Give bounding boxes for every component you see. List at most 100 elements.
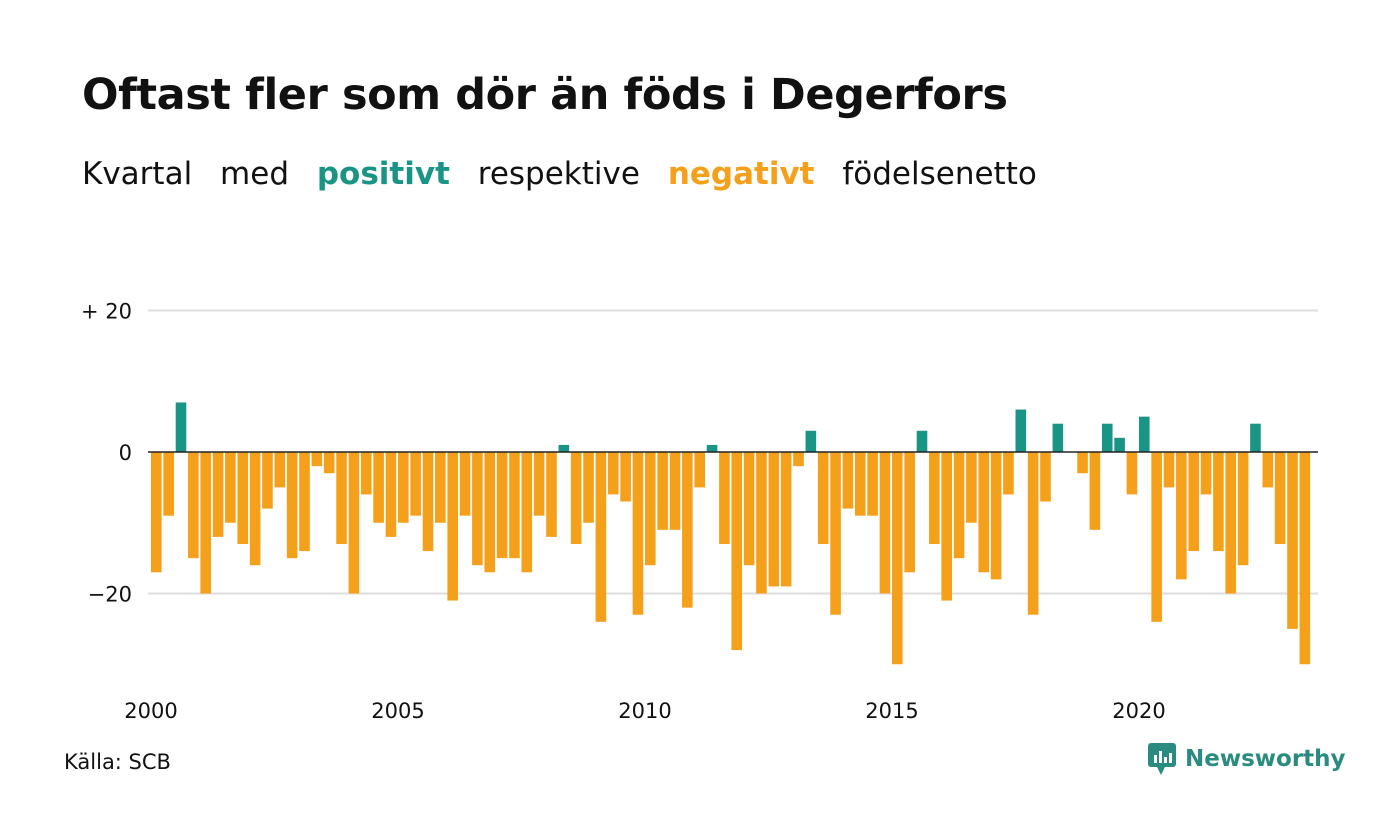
bar-2003-q2 bbox=[311, 452, 323, 467]
bar-2021-q2 bbox=[1200, 452, 1212, 495]
bar-2015-q4 bbox=[929, 452, 940, 544]
bar-2010-q3 bbox=[669, 452, 681, 530]
bar-2004-q3 bbox=[373, 452, 384, 523]
bar-2001-q4 bbox=[237, 452, 249, 544]
bar-2022-q1 bbox=[1237, 452, 1249, 566]
bar-2018-q4 bbox=[1077, 452, 1088, 474]
bar-2011-q2 bbox=[706, 444, 718, 453]
bar-2006-q2 bbox=[459, 452, 471, 516]
bar-2004-q2 bbox=[360, 452, 372, 495]
bar-2003-q1 bbox=[299, 452, 310, 552]
bar-2001-q2 bbox=[212, 452, 224, 537]
bar-2014-q2 bbox=[854, 452, 866, 516]
bar-2018-q1 bbox=[1040, 452, 1051, 502]
bar-2019-q1 bbox=[1089, 452, 1101, 530]
bar-2020-q2 bbox=[1151, 452, 1162, 622]
bar-2000-q4 bbox=[188, 452, 199, 559]
brand-logo: Newsworthy bbox=[1147, 742, 1346, 776]
bar-2013-q1 bbox=[793, 452, 804, 467]
x-tick-label: 2020 bbox=[1112, 699, 1165, 723]
bar-2017-q4 bbox=[1027, 452, 1039, 615]
subtitle-word-respektive: respektive bbox=[477, 156, 640, 192]
bar-2002-q4 bbox=[286, 452, 298, 559]
x-tick-label: 2000 bbox=[124, 699, 177, 723]
bar-2017-q1 bbox=[990, 452, 1002, 580]
bar-2008-q2 bbox=[558, 444, 570, 453]
bar-2009-q2 bbox=[607, 452, 619, 495]
bar-2007-q4 bbox=[533, 452, 545, 516]
bar-2019-q4 bbox=[1126, 452, 1138, 495]
bar-2000-q1 bbox=[151, 452, 162, 573]
bar-2013-q4 bbox=[830, 452, 841, 615]
chart-title: Oftast fler som dör än föds i Degerfors bbox=[82, 70, 1008, 120]
bar-2012-q3 bbox=[768, 452, 780, 587]
bar-2019-q3 bbox=[1114, 437, 1125, 452]
bar-2015-q1 bbox=[892, 452, 903, 665]
subtitle-word-med: med bbox=[220, 156, 289, 192]
bar-2003-q4 bbox=[336, 452, 347, 544]
bar-2012-q1 bbox=[743, 452, 755, 566]
bar-2001-q1 bbox=[200, 452, 211, 594]
bar-2022-q2 bbox=[1250, 423, 1261, 452]
source-note: Källa: SCB bbox=[64, 750, 171, 774]
bar-2008-q4 bbox=[583, 452, 594, 523]
bar-2022-q4 bbox=[1274, 452, 1286, 544]
bar-2000-q2 bbox=[163, 452, 174, 516]
bar-2009-q3 bbox=[620, 452, 631, 502]
bar-2017-q3 bbox=[1015, 409, 1027, 452]
bar-2005-q2 bbox=[410, 452, 421, 516]
subtitle-word-kvartal: Kvartal bbox=[82, 156, 193, 192]
bar-2006-q1 bbox=[447, 452, 458, 601]
bar-2012-q4 bbox=[780, 452, 792, 587]
bar-2002-q1 bbox=[249, 452, 261, 566]
bar-2013-q3 bbox=[817, 452, 829, 544]
bar-2007-q3 bbox=[521, 452, 533, 573]
bar-2019-q2 bbox=[1101, 423, 1113, 452]
bar-2002-q2 bbox=[262, 452, 273, 509]
newsworthy-logo-icon bbox=[1148, 743, 1176, 775]
bar-2010-q4 bbox=[682, 452, 693, 608]
y-tick-label: −20 bbox=[88, 583, 132, 607]
bar-2015-q3 bbox=[916, 430, 928, 452]
bar-2020-q4 bbox=[1176, 452, 1187, 580]
bar-2002-q3 bbox=[274, 452, 286, 488]
subtitle-negative-label: negativt bbox=[667, 156, 815, 192]
bar-2023-q1 bbox=[1287, 452, 1298, 629]
bar-2001-q3 bbox=[225, 452, 236, 523]
bar-2021-q4 bbox=[1225, 452, 1237, 594]
bar-2014-q4 bbox=[879, 452, 891, 594]
x-tick-label: 2010 bbox=[618, 699, 671, 723]
bar-2006-q4 bbox=[484, 452, 496, 573]
bar-2014-q1 bbox=[842, 452, 854, 509]
bar-2010-q2 bbox=[657, 452, 668, 530]
bar-2004-q1 bbox=[348, 452, 360, 594]
bar-2007-q2 bbox=[509, 452, 520, 559]
bar-2022-q3 bbox=[1262, 452, 1274, 488]
bar-2005-q1 bbox=[398, 452, 409, 523]
bar-2023-q2 bbox=[1299, 452, 1311, 665]
bar-2005-q3 bbox=[422, 452, 434, 552]
bar-2006-q3 bbox=[472, 452, 483, 566]
bar-2011-q3 bbox=[719, 452, 730, 544]
bar-2003-q3 bbox=[323, 452, 335, 474]
bar-2000-q3 bbox=[175, 402, 187, 452]
bar-2020-q1 bbox=[1139, 416, 1150, 453]
bar-2015-q2 bbox=[904, 452, 915, 573]
bar-2004-q4 bbox=[385, 452, 397, 537]
bar-2008-q3 bbox=[570, 452, 582, 544]
bar-2021-q3 bbox=[1213, 452, 1224, 552]
brand-name: Newsworthy bbox=[1185, 746, 1346, 772]
bar-2014-q3 bbox=[867, 452, 878, 516]
bar-2008-q1 bbox=[546, 452, 557, 537]
subtitle-word-fodelsenetto: födelsenetto bbox=[842, 156, 1037, 192]
y-tick-label: 0 bbox=[119, 441, 132, 465]
bar-2009-q4 bbox=[632, 452, 644, 615]
bar-2005-q4 bbox=[435, 452, 446, 523]
bar-2010-q1 bbox=[645, 452, 656, 566]
bar-2009-q1 bbox=[595, 452, 607, 622]
bar-2018-q2 bbox=[1052, 423, 1064, 452]
bar-2016-q1 bbox=[941, 452, 952, 601]
bar-2020-q3 bbox=[1163, 452, 1175, 488]
bar-2012-q2 bbox=[756, 452, 767, 594]
subtitle-positive-label: positivt bbox=[316, 156, 450, 192]
